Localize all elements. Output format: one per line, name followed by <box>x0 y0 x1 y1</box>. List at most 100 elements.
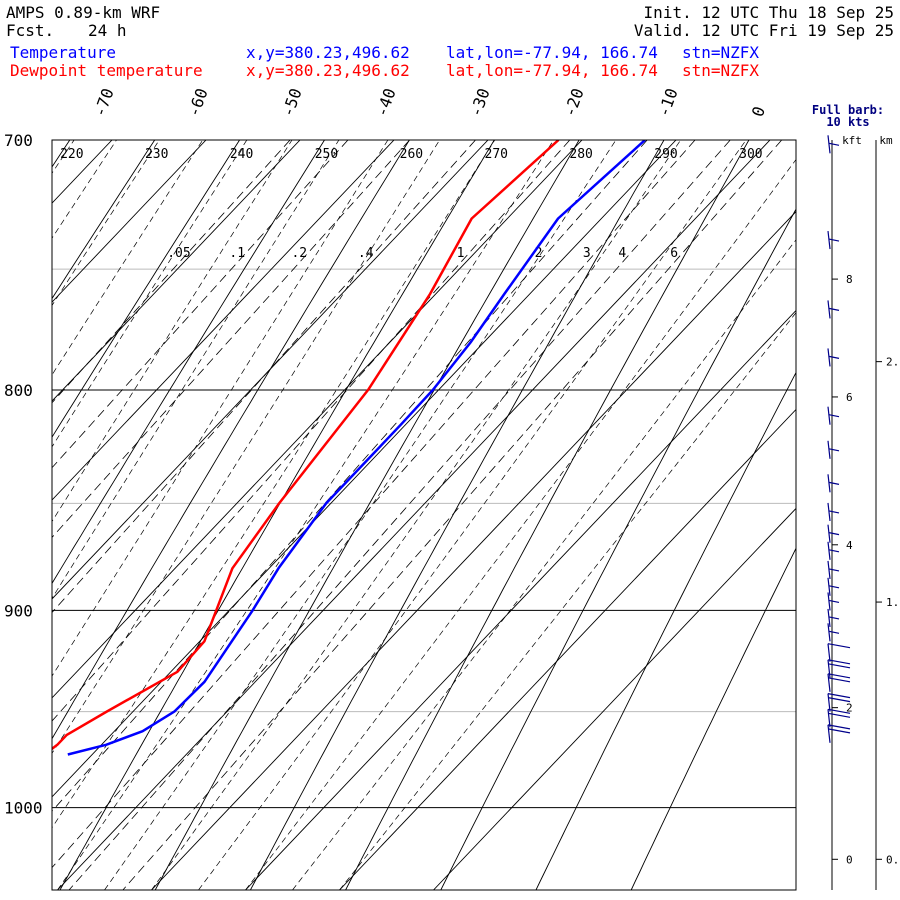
dry-adiabat-label: 260 <box>400 147 423 162</box>
isotherm-label: -40 <box>372 86 400 120</box>
isotherm-label: 0 <box>748 104 769 120</box>
moist-adiabat-line <box>292 239 796 890</box>
wind-barb <box>827 440 840 459</box>
km-tick-label: 1. <box>886 596 899 609</box>
pressure-tick-label: 700 <box>4 131 33 150</box>
dewpoint-legend-station: stn=NZFX <box>682 61 760 80</box>
dry-adiabat-line <box>345 140 750 890</box>
mixing-ratio-label: 6 <box>670 246 678 261</box>
wind-barb-staff <box>827 406 831 425</box>
isobar-lines <box>52 139 796 809</box>
moist-adiabat-line <box>52 140 248 448</box>
isotherm-line <box>52 140 677 798</box>
isotherm-line <box>57 140 771 890</box>
moist-adiabat-line <box>52 140 440 754</box>
moist-adiabat-line <box>151 140 681 890</box>
forecast-hours: 24 h <box>88 21 127 40</box>
wind-barb-staff <box>827 440 831 459</box>
dry-adiabat-label: 300 <box>739 147 762 162</box>
wind-barb-half <box>828 414 840 418</box>
sounding-profiles <box>52 140 646 756</box>
wind-barb-full <box>827 712 851 718</box>
mixing-ratio-line <box>52 140 410 539</box>
mixing-ratio-label: .05 <box>167 246 190 261</box>
mixing-ratio-label: 2 <box>535 246 543 261</box>
pressure-axis: 700 800 900 1000 <box>4 131 43 818</box>
wind-barb-full <box>827 643 851 649</box>
mixing-ratio-label: .1 <box>229 246 245 261</box>
isotherm-line <box>151 210 796 890</box>
wind-barb <box>827 230 840 250</box>
wind-barb-half <box>828 532 840 536</box>
moist-adiabat-line <box>52 140 389 677</box>
wind-barb <box>827 502 840 522</box>
dry-adiabat-label: 240 <box>230 147 253 162</box>
wind-barb-full <box>827 673 851 679</box>
wind-barb-full <box>827 677 851 683</box>
wind-barb-staff <box>827 560 831 580</box>
isotherm-label: -50 <box>278 86 306 120</box>
dry-adiabat-line <box>250 140 665 890</box>
moist-adiabat-line <box>52 140 340 599</box>
km-tick-label: 2. <box>886 356 899 369</box>
dry-adiabat-label: 230 <box>145 147 168 162</box>
wind-barb <box>827 474 840 493</box>
wind-barb-full <box>827 728 851 734</box>
wind-barb-staff <box>827 693 831 712</box>
wind-barb-full <box>827 708 851 714</box>
temperature-profile-line <box>67 140 646 756</box>
isotherm-line <box>52 140 489 600</box>
wind-barb-half <box>828 549 840 553</box>
km-label: km <box>879 134 893 147</box>
mixing-ratio-label: 4 <box>618 246 626 261</box>
wind-barb <box>827 348 840 367</box>
forecast-label: Fcst. <box>6 21 55 40</box>
wind-barb-half <box>828 510 840 514</box>
wind-barb-staff <box>827 524 831 543</box>
wind-barb-half <box>828 599 840 603</box>
pressure-tick-label: 800 <box>4 381 33 400</box>
km-tick-label: 0. <box>886 853 899 866</box>
wind-barb <box>827 693 851 712</box>
init-time: Init. 12 UTC Thu 18 Sep 25 <box>643 3 894 22</box>
wind-barb-staff <box>827 673 831 692</box>
wind-barb-staff <box>827 623 831 642</box>
mixing-ratio-line <box>52 140 696 869</box>
wind-barb <box>827 608 840 628</box>
wind-barb <box>827 673 851 692</box>
temperature-legend-station: stn=NZFX <box>682 43 760 62</box>
temperature-legend-name: Temperature <box>10 43 116 62</box>
wind-barb-staff <box>827 592 831 611</box>
wind-barb-full <box>827 659 851 665</box>
wind-barb <box>827 623 840 642</box>
kft-tick-label: 6 <box>846 391 853 404</box>
isotherm-label: -20 <box>560 86 588 120</box>
kft-tick-label: 2 <box>846 702 853 715</box>
wind-barbs <box>827 135 851 743</box>
wind-barb <box>827 592 840 611</box>
dewpoint-legend-latlon: lat,lon=-77.94, 166.74 <box>446 61 658 80</box>
isotherm-label: -10 <box>654 86 682 120</box>
dewpoint-profile-line <box>52 140 560 751</box>
dry-adiabat-line <box>52 140 325 585</box>
moist-adiabat-line <box>52 140 496 829</box>
isotherm-line <box>52 140 583 699</box>
model-title: AMPS 0.89-km WRF <box>6 3 161 22</box>
wind-barb-half <box>828 355 840 359</box>
wind-barb-full <box>827 724 851 730</box>
wind-barb <box>827 300 840 319</box>
wind-barb <box>827 524 840 543</box>
isotherm-line <box>52 140 395 501</box>
dry-adiabat-label: 290 <box>654 147 677 162</box>
moist-adiabat-line <box>52 140 160 307</box>
wind-barb-staff <box>827 230 831 250</box>
wind-barb-staff <box>827 502 831 522</box>
mixing-ratio-label: .4 <box>358 246 374 261</box>
wind-barb-half <box>828 630 840 634</box>
wind-barb-staff <box>827 643 831 662</box>
thermo-guide-lines <box>52 140 796 890</box>
moist-adiabat-line <box>52 140 203 376</box>
wind-barb <box>827 560 840 580</box>
moist-adiabat-line <box>52 140 75 174</box>
isotherm-line <box>433 507 796 890</box>
